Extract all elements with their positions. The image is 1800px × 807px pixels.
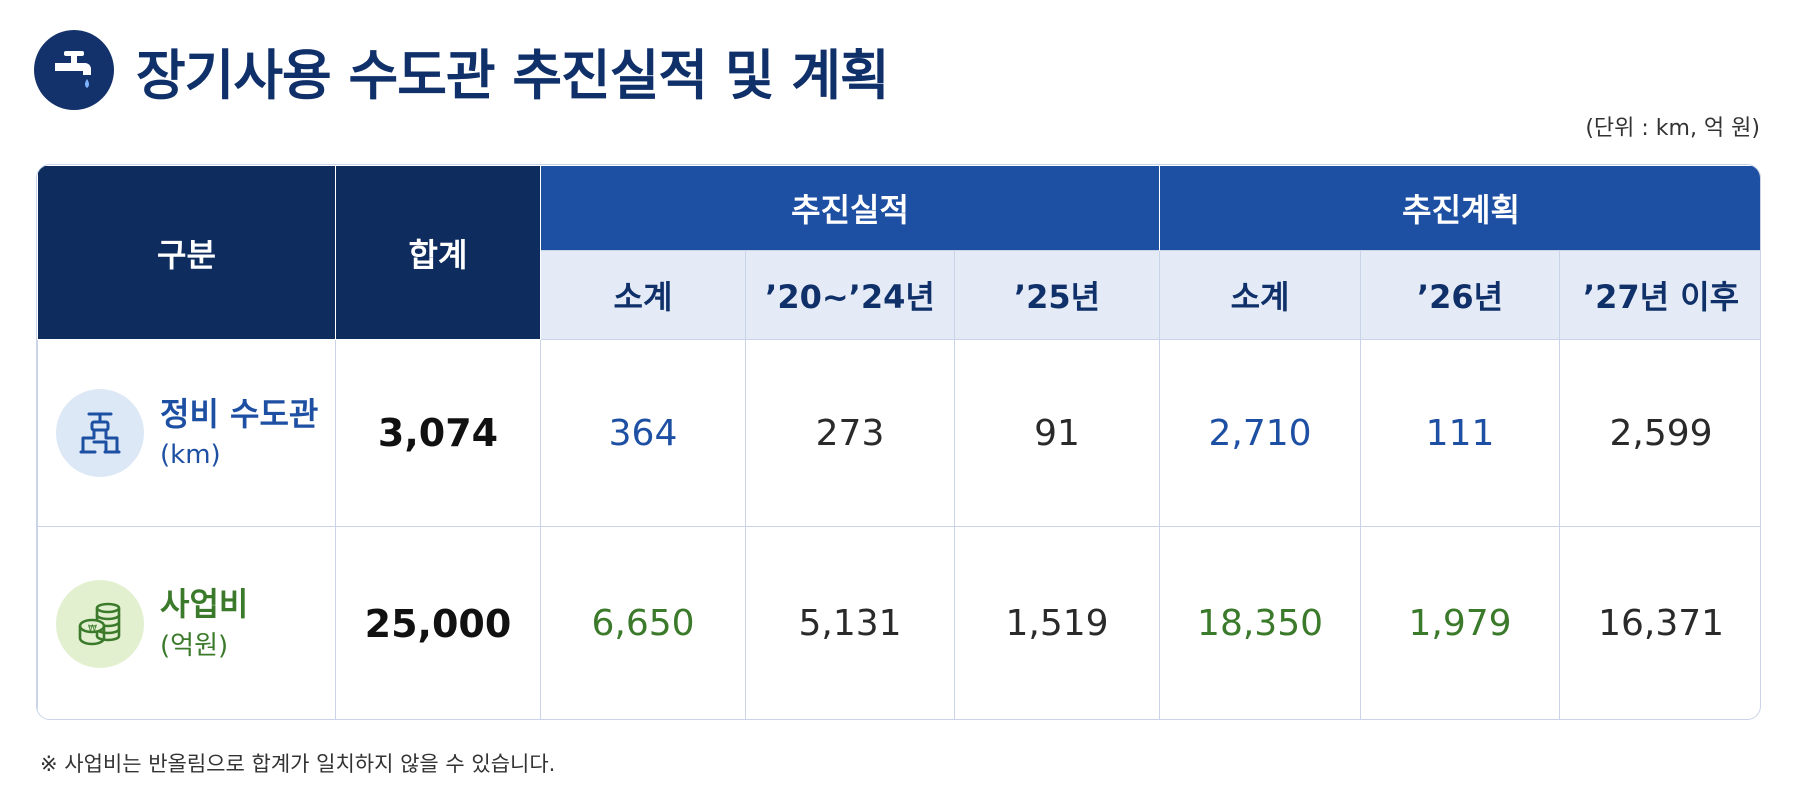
- cell-results-subtotal: 6,650: [540, 526, 746, 719]
- cell-results-2020-2024: 5,131: [745, 526, 955, 719]
- cell-plan-subtotal: 2,710: [1159, 339, 1362, 527]
- row-label-cell: ₩ 사업비 (억원): [37, 526, 336, 719]
- data-table: 구분 합계 추진실적 추진계획 소계 ’20~’24년 ’25년 소계 ’26년…: [36, 164, 1761, 720]
- header-group-plan: 추진계획: [1159, 165, 1760, 251]
- cell-results-2025: 1,519: [953, 526, 1161, 719]
- cell-plan-2027-after: 16,371: [1559, 526, 1760, 719]
- cell-plan-2027-after: 2,599: [1559, 339, 1760, 527]
- cell-results-2020-2024: 273: [745, 339, 955, 527]
- faucet-icon: [34, 30, 114, 110]
- row-label-cell: 정비 수도관 (km): [37, 339, 336, 527]
- pipe-valve-icon: [56, 389, 144, 477]
- cell-plan-subtotal: 18,350: [1159, 526, 1362, 719]
- cell-results-2025: 91: [953, 339, 1161, 527]
- row-unit: (억원): [160, 630, 229, 661]
- coins-icon: ₩: [56, 579, 144, 668]
- page-title: 장기사용 수도관 추진실적 및 계획: [136, 43, 890, 107]
- header-plan-subtotal: 소계: [1159, 250, 1362, 340]
- header-plan-2026: ’26년: [1360, 250, 1561, 340]
- cell-total: 25,000: [335, 526, 541, 719]
- header-results-subtotal: 소계: [540, 250, 746, 340]
- header-plan-2027-after: ’27년 이후: [1559, 250, 1760, 340]
- header-group-results: 추진실적: [539, 165, 1161, 251]
- row-label: 사업비: [160, 585, 249, 624]
- cell-plan-2026: 1,979: [1360, 526, 1561, 719]
- header-results-2020-2024: ’20~’24년: [745, 250, 955, 340]
- header-category: 구분: [37, 165, 336, 340]
- header-results-2025: ’25년: [953, 250, 1161, 340]
- footnote: ※ 사업비는 반올림으로 합계가 일치하지 않을 수 있습니다.: [40, 752, 556, 776]
- row-unit: (km): [160, 440, 221, 471]
- unit-note: (단위 : km, 억 원): [1585, 116, 1760, 141]
- title-row: 장기사용 수도관 추진실적 및 계획: [34, 30, 890, 110]
- cell-results-subtotal: 364: [540, 339, 746, 527]
- row-label: 정비 수도관: [160, 394, 319, 433]
- table-row: 정비 수도관 (km) 3,074 364 273 91 2,710 111 2…: [37, 339, 1760, 527]
- cell-plan-2026: 111: [1360, 339, 1561, 527]
- header-total: 합계: [335, 165, 541, 340]
- cell-total: 3,074: [335, 339, 541, 527]
- svg-text:₩: ₩: [88, 624, 97, 634]
- table-row: ₩ 사업비 (억원) 25,000 6,650 5,131 1,519 18,3…: [37, 526, 1760, 719]
